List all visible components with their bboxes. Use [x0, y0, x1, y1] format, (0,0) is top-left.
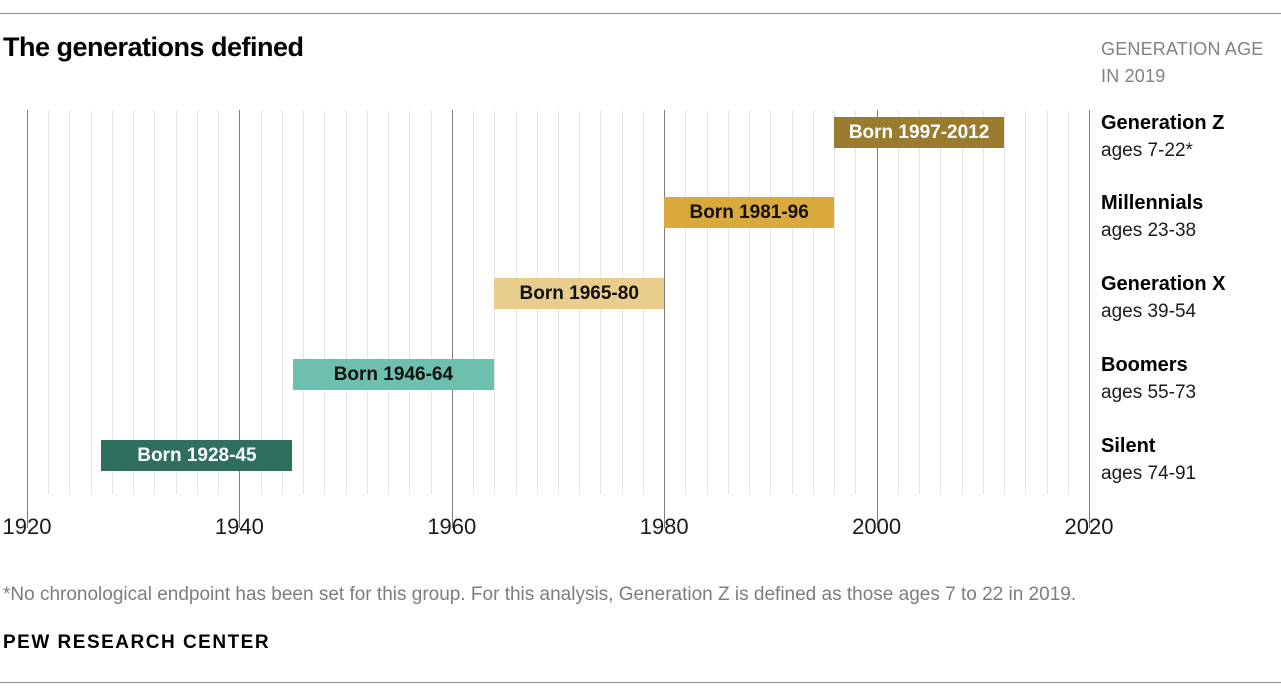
axis-tick-label: 1920	[2, 514, 52, 539]
gridline	[812, 110, 814, 494]
gridline	[133, 110, 135, 494]
generation-ages: ages 55-73	[1101, 382, 1197, 403]
gridline	[685, 110, 687, 494]
legend-item-generation-z: Generation Z ages 7-22*	[1101, 112, 1224, 162]
age-in-2019-note: GENERATION AGE IN 2019	[1101, 36, 1264, 90]
age-note-line1: GENERATION AGE	[1101, 39, 1264, 59]
footnote: *No chronological endpoint has been set …	[3, 584, 1077, 605]
generation-name: Generation X	[1101, 273, 1226, 295]
generation-ages: ages 7-22*	[1101, 140, 1193, 161]
source-label: PEW RESEARCH CENTER	[3, 632, 271, 653]
gridline	[770, 110, 772, 494]
axis-tick-line	[664, 110, 666, 528]
axis-tick-line	[27, 110, 28, 528]
gridline	[706, 110, 708, 494]
axis-tick-label: 1980	[639, 514, 689, 539]
gridline	[345, 110, 347, 494]
axis-tick-label: 2000	[852, 514, 902, 539]
age-note-line2: IN 2019	[1101, 66, 1166, 86]
gridline	[961, 110, 963, 494]
generation-name: Boomers	[1101, 354, 1188, 376]
gridline	[919, 110, 921, 494]
legend-item-boomers: Boomers ages 55-73	[1101, 354, 1196, 404]
axis-tick-label: 1940	[214, 514, 264, 539]
gridline	[409, 110, 411, 494]
generation-name: Millennials	[1101, 192, 1204, 214]
generation-ages: ages 74-91	[1101, 463, 1197, 484]
gridline	[1004, 110, 1006, 494]
gridline	[48, 110, 50, 494]
top-divider	[0, 13, 1281, 14]
axis-tick-label: 1960	[427, 514, 477, 539]
gridline	[1025, 110, 1027, 494]
bottom-divider	[0, 682, 1281, 683]
gridline	[324, 110, 326, 494]
chart-title: The generations defined	[3, 32, 304, 62]
legend-item-generation-x: Generation X ages 39-54	[1101, 273, 1225, 323]
timeline-plot: 1920 1940 1960 1980 2000 2020 Born 1997-2012 Bo…	[3, 110, 1113, 539]
gridline	[90, 110, 92, 494]
gridline	[1046, 110, 1048, 494]
gridline	[834, 110, 836, 494]
bar-millennials: Born 1981-96	[664, 197, 835, 228]
gridline	[366, 110, 368, 494]
gridline	[388, 110, 390, 494]
bar-boomers: Born 1946-64	[292, 359, 495, 390]
gridline	[154, 110, 156, 494]
gridline	[281, 110, 283, 494]
gridline	[218, 110, 220, 494]
gridline	[1067, 110, 1069, 494]
gridline	[303, 110, 305, 494]
legend-item-silent: Silent ages 74-91	[1101, 435, 1196, 485]
gridline	[473, 110, 475, 494]
gridline	[111, 110, 113, 494]
generation-name: Silent	[1101, 435, 1156, 457]
axis-tick-line	[876, 110, 878, 528]
generation-name: Generation Z	[1101, 112, 1225, 134]
gridline	[855, 110, 857, 494]
generation-ages: ages 23-38	[1101, 220, 1197, 241]
gridline	[69, 110, 71, 494]
bar-generation-x: Born 1965-80	[494, 278, 665, 309]
gridline	[175, 110, 177, 494]
axis-tick-line	[451, 110, 453, 528]
bar-silent: Born 1928-45	[101, 440, 293, 471]
gridline	[260, 110, 262, 494]
gridline	[196, 110, 198, 494]
gridline	[982, 110, 984, 494]
gridline	[749, 110, 751, 494]
gridline	[727, 110, 729, 494]
axis-tick-line	[1089, 110, 1090, 528]
axis-tick-line	[239, 110, 241, 528]
generation-ages: ages 39-54	[1101, 301, 1197, 322]
legend-item-millennials: Millennials ages 23-38	[1101, 192, 1203, 242]
gridline	[430, 110, 432, 494]
gridline	[940, 110, 942, 494]
bar-generation-z: Born 1997-2012	[834, 117, 1005, 148]
axis-tick-label: 2020	[1064, 514, 1114, 539]
gridline	[791, 110, 793, 494]
gridline	[897, 110, 899, 494]
